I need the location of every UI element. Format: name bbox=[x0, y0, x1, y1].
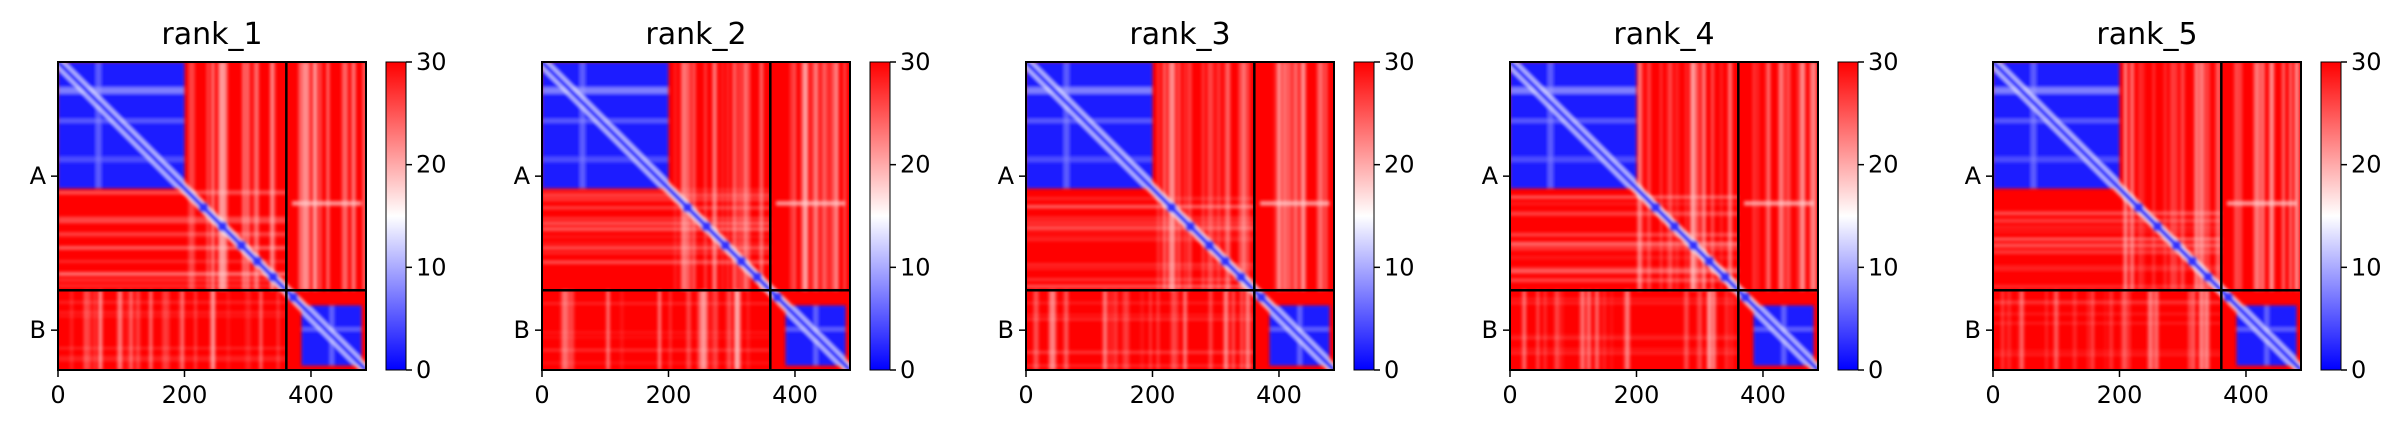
plot-frame bbox=[541, 61, 851, 371]
chain-label-A: A bbox=[998, 162, 1015, 190]
chain-label-A: A bbox=[30, 162, 47, 190]
x-tick-label: 200 bbox=[646, 381, 692, 409]
colorbar-tick-label: 30 bbox=[1384, 48, 1415, 76]
colorbar bbox=[1838, 62, 1858, 370]
pae-panel-1: rank_1 0 200 400 A B 0 10 20 30 bbox=[30, 17, 447, 409]
chain-label-B: B bbox=[514, 316, 530, 344]
colorbar-tick-label: 0 bbox=[416, 356, 431, 384]
colorbar-tick-label: 10 bbox=[1384, 253, 1415, 281]
colorbar-tick-label: 0 bbox=[2351, 356, 2366, 384]
colorbar-tick-label: 10 bbox=[1868, 253, 1899, 281]
heatmap-2 bbox=[542, 62, 850, 370]
panel-title: rank_2 bbox=[645, 17, 746, 52]
colorbar-tick-label: 0 bbox=[900, 356, 915, 384]
colorbar-tick-label: 10 bbox=[900, 253, 931, 281]
colorbar-tick-label: 20 bbox=[1868, 151, 1899, 179]
x-tick-label: 200 bbox=[2097, 381, 2143, 409]
heatmap-1 bbox=[58, 62, 366, 370]
pae-panel-4: rank_4 0 200 400 A B 0 10 20 30 bbox=[1482, 17, 1899, 409]
colorbar bbox=[2321, 62, 2341, 370]
pae-panel-2: rank_2 0 200 400 A B 0 10 20 30 bbox=[514, 17, 931, 409]
x-tick-label: 200 bbox=[1130, 381, 1176, 409]
panel-title: rank_4 bbox=[1613, 17, 1714, 52]
colorbar-tick-label: 30 bbox=[2351, 48, 2382, 76]
colorbar-frame bbox=[1837, 61, 1859, 371]
heatmap-4 bbox=[1510, 62, 1818, 370]
x-tick-label: 400 bbox=[1256, 381, 1302, 409]
colorbar-tick-label: 20 bbox=[1384, 151, 1415, 179]
colorbar bbox=[1354, 62, 1374, 370]
x-tick-label: 0 bbox=[534, 381, 549, 409]
plot-frame bbox=[1992, 61, 2302, 371]
colorbar-tick-label: 20 bbox=[900, 151, 931, 179]
colorbar-tick-label: 30 bbox=[416, 48, 447, 76]
plot-frame bbox=[1509, 61, 1819, 371]
x-tick-label: 0 bbox=[1018, 381, 1033, 409]
x-tick-label: 0 bbox=[1502, 381, 1517, 409]
colorbar-tick-label: 20 bbox=[416, 151, 447, 179]
x-tick-label: 0 bbox=[1985, 381, 2000, 409]
chain-label-A: A bbox=[1965, 162, 1982, 190]
chain-label-B: B bbox=[1965, 316, 1981, 344]
x-tick-label: 0 bbox=[50, 381, 65, 409]
colorbar-tick-label: 30 bbox=[900, 48, 931, 76]
heatmap-3 bbox=[1026, 62, 1334, 370]
pae-panel-5: rank_5 0 200 400 A B 0 10 20 30 bbox=[1965, 17, 2382, 409]
x-tick-label: 200 bbox=[1614, 381, 1660, 409]
x-tick-label: 200 bbox=[162, 381, 208, 409]
colorbar-frame bbox=[385, 61, 407, 371]
colorbar-tick-label: 0 bbox=[1868, 356, 1883, 384]
x-tick-label: 400 bbox=[2223, 381, 2269, 409]
colorbar bbox=[386, 62, 406, 370]
panel-title: rank_3 bbox=[1129, 17, 1230, 52]
pae-panel-3: rank_3 0 200 400 A B 0 10 20 30 bbox=[998, 17, 1415, 409]
chain-label-B: B bbox=[998, 316, 1014, 344]
colorbar-frame bbox=[2320, 61, 2342, 371]
heatmap-5 bbox=[1993, 62, 2301, 370]
panel-title: rank_1 bbox=[161, 17, 262, 52]
colorbar bbox=[870, 62, 890, 370]
colorbar-tick-label: 10 bbox=[2351, 253, 2382, 281]
x-tick-label: 400 bbox=[772, 381, 818, 409]
chain-label-B: B bbox=[30, 316, 46, 344]
colorbar-tick-label: 10 bbox=[416, 253, 447, 281]
panel-title: rank_5 bbox=[2096, 17, 2197, 52]
chain-label-B: B bbox=[1482, 316, 1498, 344]
plot-frame bbox=[1025, 61, 1335, 371]
chain-label-A: A bbox=[1482, 162, 1499, 190]
colorbar-frame bbox=[869, 61, 891, 371]
chain-label-A: A bbox=[514, 162, 531, 190]
x-tick-label: 400 bbox=[288, 381, 334, 409]
colorbar-tick-label: 20 bbox=[2351, 151, 2382, 179]
colorbar-frame bbox=[1353, 61, 1375, 371]
colorbar-tick-label: 30 bbox=[1868, 48, 1899, 76]
colorbar-tick-label: 0 bbox=[1384, 356, 1399, 384]
x-tick-label: 400 bbox=[1740, 381, 1786, 409]
plot-frame bbox=[57, 61, 367, 371]
